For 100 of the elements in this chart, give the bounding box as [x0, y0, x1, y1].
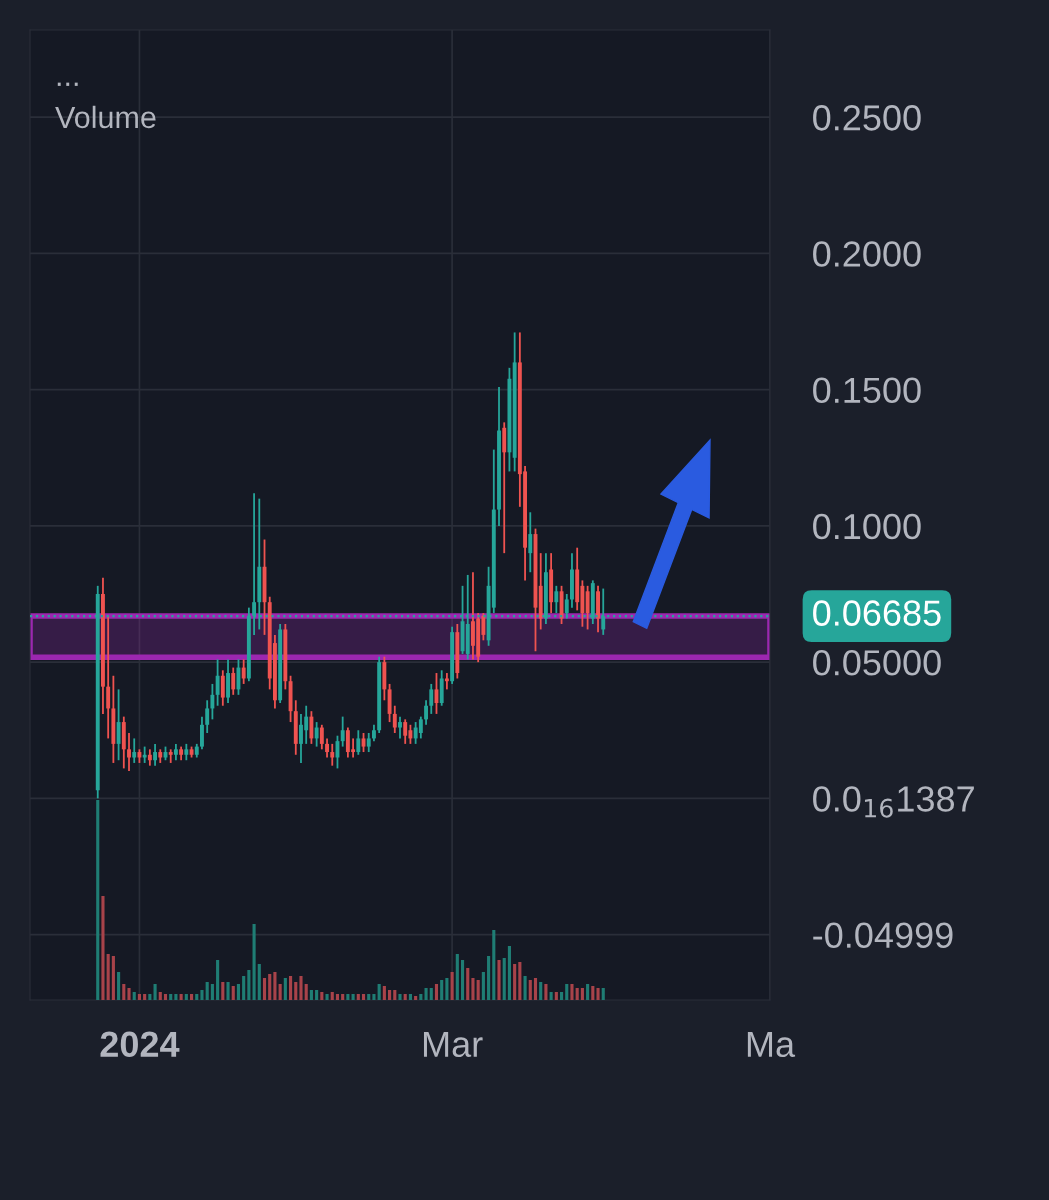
bar: [179, 994, 183, 1000]
bar: [169, 994, 173, 1000]
bar: [247, 970, 251, 1000]
candlestick: [528, 511, 533, 574]
candlestick: [340, 715, 345, 748]
bar: [356, 994, 360, 1000]
bar: [502, 958, 506, 1000]
bar: [414, 996, 418, 1000]
candlestick: [231, 666, 236, 696]
candlestick: [132, 737, 137, 764]
bar: [221, 982, 225, 1000]
candlestick: [330, 742, 335, 767]
bar: [388, 990, 392, 1000]
bar: [570, 984, 574, 1000]
candlestick: [309, 710, 314, 745]
bar: [346, 994, 350, 1000]
bar: [304, 984, 308, 1000]
bar: [158, 992, 162, 1000]
y-tick-label: 0.1500: [813, 377, 921, 404]
bar: [586, 984, 590, 1000]
candlestick: [398, 715, 402, 740]
candlestick: [127, 732, 131, 773]
bar: [231, 986, 235, 1000]
y-tick-label: 0.05000: [813, 650, 941, 676]
bar: [575, 988, 579, 1000]
bar: [226, 982, 230, 1000]
bar: [544, 984, 548, 1000]
candlestick: [392, 704, 397, 734]
x-tick-label: Mar: [423, 1031, 483, 1058]
candlestick: [585, 584, 590, 631]
bar: [122, 984, 126, 1000]
bar: [440, 980, 444, 1000]
bar: [351, 994, 355, 1000]
bar: [315, 990, 319, 1000]
bar: [143, 994, 147, 1000]
bar: [273, 972, 277, 1000]
ref-line-label: 0.06685: [813, 600, 941, 626]
bar: [200, 990, 204, 1000]
bar: [101, 896, 105, 1000]
bar: [445, 978, 449, 1000]
bar: [163, 994, 168, 1000]
candlestick: [153, 742, 158, 767]
bar: [419, 994, 423, 1000]
bar: [189, 994, 194, 1000]
bar: [216, 960, 220, 1000]
bar: [398, 994, 402, 1000]
bar: [174, 994, 178, 1000]
x-tick-label: Ma: [747, 1031, 796, 1058]
candlestick: [314, 721, 319, 748]
candlestick: [554, 584, 559, 614]
bar: [549, 992, 553, 1000]
bar: [283, 978, 287, 1000]
candlestick: [356, 729, 361, 756]
annotation: ...: [57, 82, 78, 86]
bar: [184, 994, 188, 1000]
y-tick-label: 0.1000: [813, 513, 921, 540]
bar: [492, 930, 496, 1000]
bar: [195, 994, 199, 1000]
bar: [591, 986, 595, 1000]
y-tick-label: 0.0$_{16}$1387: [813, 786, 974, 818]
candlestick: [210, 683, 215, 721]
bar: [565, 984, 569, 1000]
bar: [137, 994, 141, 1000]
bar: [294, 982, 298, 1000]
bar: [330, 992, 334, 1000]
bar: [403, 994, 407, 1000]
bar: [372, 994, 376, 1000]
candlestick: [106, 614, 111, 740]
bar: [596, 988, 600, 1000]
bar: [252, 924, 256, 1000]
bar: [148, 994, 152, 1000]
bar: [205, 982, 209, 1000]
candlestick: [205, 699, 210, 734]
bar: [434, 984, 439, 1000]
candlestick: [325, 737, 329, 759]
y-tick-label: 0.2500: [813, 105, 921, 131]
bar: [554, 992, 558, 1000]
bar: [507, 946, 511, 1000]
x-tick-label: 2024: [100, 1031, 180, 1058]
bar: [460, 960, 465, 1000]
candlestick: [220, 669, 225, 707]
bar: [341, 994, 345, 1000]
bar: [262, 978, 267, 1000]
bar: [450, 972, 454, 1000]
candlestick: [241, 658, 246, 685]
bar: [361, 994, 366, 1000]
bar: [236, 984, 241, 1000]
candlestick: [236, 658, 241, 696]
bar: [278, 984, 282, 1000]
candlestick: [424, 699, 429, 726]
y-tick-label: 0.2000: [813, 241, 921, 267]
candlestick: [215, 658, 220, 707]
bar: [471, 978, 475, 1000]
bar: [377, 984, 381, 1000]
bar: [528, 980, 532, 1000]
candlestick: [116, 688, 121, 762]
bar: [487, 956, 491, 1000]
bar: [367, 994, 371, 1000]
candlestick: [429, 683, 434, 715]
bar: [117, 972, 121, 1000]
